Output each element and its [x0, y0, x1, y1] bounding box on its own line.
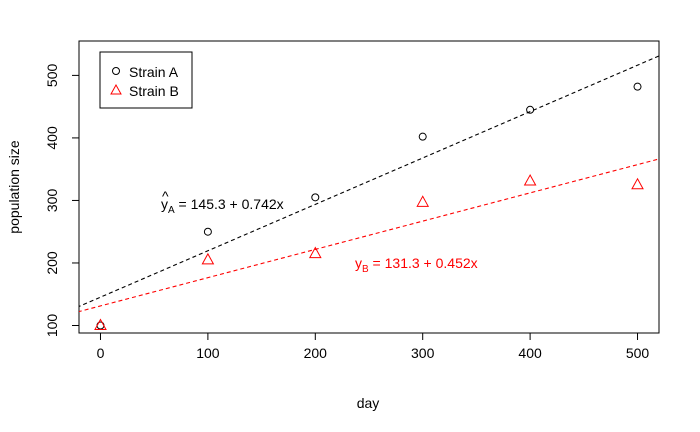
- y-tick-label: 200: [44, 251, 60, 275]
- equation-b-subscript: B: [362, 264, 369, 275]
- data-point-strain-b: [94, 318, 107, 330]
- legend-label-strain-a: Strain A: [129, 64, 179, 80]
- data-point-strain-a: [418, 132, 427, 141]
- data-point-strain-a: [311, 193, 320, 202]
- fit-line-strain-b: [79, 158, 659, 313]
- data-point-strain-a: [203, 227, 212, 236]
- y-axis: 100 200 300 400 500: [44, 63, 80, 338]
- legend: Strain A Strain B: [99, 51, 193, 109]
- equation-a-subscript: A: [168, 205, 175, 216]
- legend-marker-strain-a: [112, 67, 120, 75]
- equation-b-rest: = 131.3 + 0.452x: [369, 255, 478, 271]
- data-point-strain-a: [633, 82, 642, 91]
- data-point-strain-b: [523, 174, 537, 186]
- y-tick-label: 100: [44, 314, 60, 338]
- x-tick-label: 100: [196, 345, 220, 361]
- equation-a-y: y: [161, 196, 168, 212]
- equation-a-rest: = 145.3 + 0.742x: [175, 196, 284, 212]
- y-tick-label: 400: [44, 126, 60, 150]
- x-tick-label: 300: [411, 345, 435, 361]
- legend-label-strain-b: Strain B: [129, 83, 179, 99]
- data-point-strain-b: [416, 195, 430, 207]
- x-tick-label: 200: [304, 345, 328, 361]
- y-tick-label: 500: [44, 63, 60, 87]
- x-tick-label: 0: [97, 345, 105, 361]
- data-point-strain-b: [201, 252, 215, 265]
- x-tick-label: 400: [518, 345, 542, 361]
- data-point-strain-b: [308, 246, 322, 259]
- equation-b-y: y: [355, 255, 362, 271]
- x-axis-label: day: [357, 395, 380, 411]
- fit-lines: [79, 55, 659, 313]
- legend-box: [99, 51, 193, 109]
- fit-equation-strain-a-hat: ^: [162, 188, 169, 204]
- data-point-strain-a: [526, 105, 535, 114]
- y-tick-label: 300: [44, 189, 60, 213]
- legend-marker-strain-b: [110, 83, 122, 95]
- data-point-strain-b: [631, 177, 644, 190]
- data-points: [94, 82, 644, 330]
- x-tick-label: 500: [626, 345, 650, 361]
- x-axis: 0 100 200 300 400 500: [97, 332, 650, 361]
- fit-line-strain-a: [79, 55, 659, 308]
- fit-equation-strain-a: yA = 145.3 + 0.742x: [161, 196, 284, 216]
- fit-equation-strain-b: yB = 131.3 + 0.452x: [355, 255, 478, 275]
- y-axis-label: population size: [6, 140, 22, 234]
